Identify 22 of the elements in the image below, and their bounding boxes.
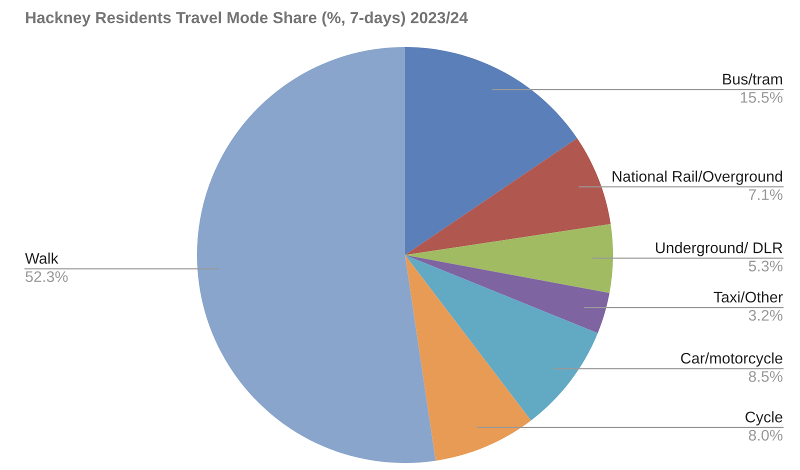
slice-label: Walk xyxy=(25,252,58,264)
data-label: 52.3% xyxy=(26,271,68,282)
chart-title: Hackney Residents Travel Mode Share (%, 7-days) 2023/24 xyxy=(26,12,468,26)
slice-label: Car/motorcycle xyxy=(681,352,782,367)
pie-slice xyxy=(405,255,598,420)
pie-slice xyxy=(405,255,532,461)
pie-slice xyxy=(405,224,613,294)
data-label: 3.2% xyxy=(748,310,782,321)
slice-label: National Rail/Overground xyxy=(612,170,782,185)
pie-slice xyxy=(405,255,610,334)
data-label: 15.5% xyxy=(740,92,782,103)
slice-label: Underground/ DLR xyxy=(656,242,782,256)
data-label: 7.1% xyxy=(748,189,782,200)
pie-slice xyxy=(405,47,578,255)
data-label: 5.3% xyxy=(748,260,782,272)
pie-slice xyxy=(405,138,611,255)
data-label: 8.5% xyxy=(748,371,782,382)
slice-label: Bus/tram xyxy=(723,73,782,85)
slice-label: Cycle xyxy=(746,411,782,426)
pie-slice xyxy=(197,47,436,463)
data-label: 8.0% xyxy=(748,430,782,441)
slice-label: Taxi/Other xyxy=(714,291,783,303)
